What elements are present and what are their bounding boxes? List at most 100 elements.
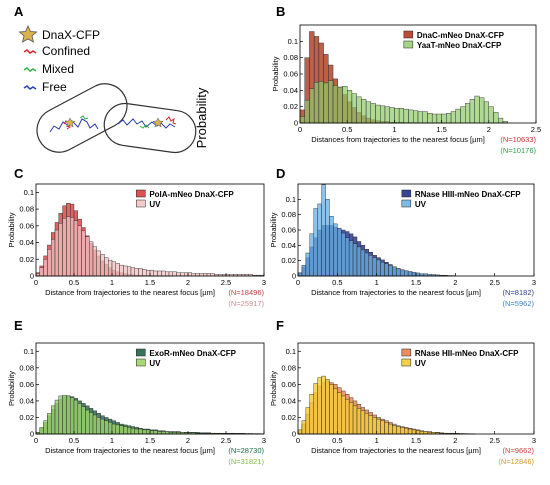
chart-c-bar <box>161 270 166 277</box>
chart-f-bar <box>396 426 401 435</box>
chart-d-count: (N=5962) <box>503 299 535 308</box>
chart-f-bar <box>321 375 326 435</box>
chart-f-ytick-label: 0.06 <box>281 380 296 389</box>
chart-b-bar <box>309 88 315 124</box>
chart-c-bar <box>88 241 94 277</box>
chart-c-xtick-label: 3 <box>262 278 266 287</box>
chart-f-legend-swatch <box>401 348 412 357</box>
chart-f-xtick-label: 1 <box>375 436 379 445</box>
chart-b-xtick-label: 1 <box>392 125 396 134</box>
chart-b-ytick-label: 0.1 <box>288 37 298 46</box>
chart-c-bar <box>69 217 75 277</box>
chart-d-bar <box>333 223 338 277</box>
chart-d-bar <box>341 232 346 277</box>
chart-e-bar <box>47 413 52 435</box>
chart-d-bar <box>396 268 401 277</box>
chart-c-bar <box>107 259 113 277</box>
chart-f-count: (N=9662) <box>503 446 535 455</box>
chart-c-series-1 <box>35 216 265 277</box>
chart-e-bar <box>69 397 75 435</box>
cell-right <box>103 102 197 154</box>
chart-c-bar <box>115 263 120 277</box>
chart-e-xtick-label: 2.5 <box>221 436 231 445</box>
chart-b-ytick-label: 0.08 <box>283 53 298 62</box>
chart-e-legend-swatch <box>136 348 146 357</box>
chart-e-count: (N=31821) <box>228 457 264 466</box>
chart-f-xtick-label: 2.5 <box>489 436 499 445</box>
chart-d-bar <box>356 246 362 277</box>
chart-e-xtick-label: 0 <box>34 436 38 445</box>
chart-e-xtick-label: 1.5 <box>145 436 155 445</box>
chart-c-bar <box>43 259 48 277</box>
chart-d-bar <box>345 237 350 277</box>
chart-b-ytick-label: 0.02 <box>283 102 298 111</box>
chart-b-bar <box>474 95 480 124</box>
chart-d-ytick-label: 0.04 <box>281 241 296 250</box>
chart-c-bar <box>142 269 147 277</box>
chart-f-legend-swatch <box>401 358 412 367</box>
chart-b-bar <box>375 104 381 124</box>
chart-c-xtick-label: 0.5 <box>69 278 79 287</box>
chart-b-legend-swatch <box>403 30 414 39</box>
chart-f-count: (N=12846) <box>498 457 534 466</box>
chart-f-bar <box>337 392 342 435</box>
chart-b-xtick-label: 1.5 <box>436 125 446 134</box>
chart-f-bar <box>392 425 397 435</box>
chart-b-ytick-label: 0.04 <box>283 86 298 95</box>
chart-f-legend-label: RNase HII-mNeo DnaX-CFP <box>415 349 519 358</box>
chart-c-legend-label: UV <box>149 200 161 209</box>
chart-b-count: (N=10176) <box>500 146 536 155</box>
chart-f-xtick-label: 1.5 <box>411 436 421 445</box>
chart-e-legend-label: ExoR-mNeo DnaX-CFP <box>149 349 236 358</box>
chart-f-bar <box>345 399 350 435</box>
chart-d-xtick-label: 3 <box>532 278 536 287</box>
chart-d-bar <box>317 203 322 277</box>
chart-c-legend-label: PolA-mNeo DnaX-CFP <box>149 190 234 199</box>
chart-c-bar <box>85 236 90 277</box>
chart-b-bar <box>389 107 395 124</box>
chart-f-ytick-label: 0.1 <box>286 347 296 356</box>
chart-c-bar <box>77 225 82 277</box>
chart-c-count: (N=18496) <box>228 288 264 297</box>
chart-b-bar <box>488 106 494 124</box>
chart-c-xtick-label: 2.5 <box>221 278 231 287</box>
legend-confined: Confined <box>42 44 90 58</box>
chart-b-bar <box>427 112 433 124</box>
chart-e-xtick-label: 0.5 <box>69 436 79 445</box>
chart-e-ylabel: Probability <box>7 371 16 406</box>
chart-e-bar <box>130 428 135 435</box>
chart-d-xtick-label: 2 <box>453 278 457 287</box>
chart-b-count: (N=10633) <box>500 135 536 144</box>
chart-c-bar <box>39 267 44 277</box>
chart-b-legend-label: YaaT-mNeo DnaX-CFP <box>417 41 502 50</box>
chart-f-bar <box>329 384 334 435</box>
chart-d-bar <box>305 252 311 277</box>
chart-e-bar <box>153 430 158 435</box>
chart-e-bar <box>142 429 147 435</box>
chart-e-letter: E <box>14 318 23 333</box>
chart-d-bar <box>309 233 314 277</box>
chart-e-ytick-label: 0.1 <box>24 347 34 356</box>
chart-d-bar <box>352 243 358 277</box>
chart-e-xtick-label: 3 <box>262 436 266 445</box>
chart-c-bar <box>119 264 124 277</box>
chart-c-bar <box>134 268 139 277</box>
chart-b-xtick-label: 0.5 <box>342 125 352 134</box>
chart-b-bar <box>446 112 452 124</box>
chart-e-bar <box>100 418 105 435</box>
chart-b-bar <box>413 110 419 124</box>
chart-b-bar <box>370 103 376 124</box>
chart-c-bar <box>111 261 116 277</box>
chart-c-bar <box>54 229 59 277</box>
chart-d-xtick-label: 1 <box>375 278 379 287</box>
chart-b-bar <box>365 101 371 124</box>
chart-e-bar <box>39 427 44 435</box>
chart-d-bar <box>404 270 409 277</box>
chart-d-legend-swatch <box>401 189 412 198</box>
chart-f-bar <box>376 418 381 435</box>
chart-f-bar <box>368 415 373 435</box>
chart-b-bar <box>328 80 334 124</box>
chart-e-bar <box>104 420 109 435</box>
chart-f-bar <box>404 428 409 435</box>
chart-c-bar <box>96 250 101 277</box>
